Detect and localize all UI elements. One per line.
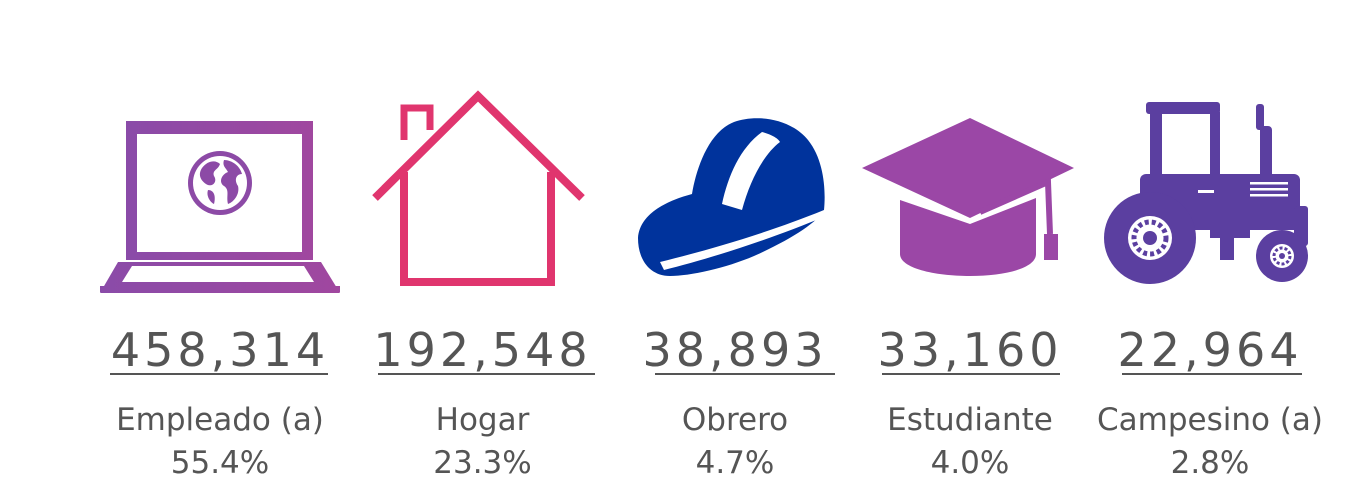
graduation-cap-icon xyxy=(862,118,1074,276)
stat-estudiante: 33,160 Estudiante 4.0% xyxy=(860,0,1080,500)
label-campesino: Campesino (a) xyxy=(1096,402,1323,438)
underline xyxy=(1122,373,1302,375)
pct-empleado: 55.4% xyxy=(170,445,270,481)
label-empleado: Empleado (a) xyxy=(116,402,324,438)
hard-hat-icon xyxy=(638,118,826,276)
value-hogar: 192,548 xyxy=(373,323,592,377)
pct-campesino: 2.8% xyxy=(1170,445,1250,481)
pct-hogar: 23.3% xyxy=(433,445,532,481)
label-hogar: Hogar xyxy=(435,402,530,438)
value-obrero: 38,893 xyxy=(642,323,828,377)
label-obrero: Obrero xyxy=(681,402,789,438)
stat-hogar: 192,548 Hogar 23.3% xyxy=(370,0,595,500)
underline xyxy=(110,373,328,375)
house-icon xyxy=(372,90,585,286)
underline xyxy=(882,373,1060,375)
label-estudiante: Estudiante xyxy=(887,402,1053,438)
value-estudiante: 33,160 xyxy=(877,323,1063,377)
underline xyxy=(655,373,835,375)
laptop-globe-icon xyxy=(100,121,340,293)
underline xyxy=(378,373,595,375)
pct-obrero: 4.7% xyxy=(695,445,775,481)
value-empleado: 458,314 xyxy=(110,323,330,377)
value-campesino: 22,964 xyxy=(1117,323,1303,377)
stat-obrero: 38,893 Obrero 4.7% xyxy=(630,0,840,500)
tractor-icon xyxy=(1104,102,1308,284)
stat-campesino: 22,964 Campesino (a) 2.8% xyxy=(1097,0,1323,500)
stat-empleado: 458,314 Empleado (a) 55.4% xyxy=(100,0,340,500)
pct-estudiante: 4.0% xyxy=(930,445,1010,481)
